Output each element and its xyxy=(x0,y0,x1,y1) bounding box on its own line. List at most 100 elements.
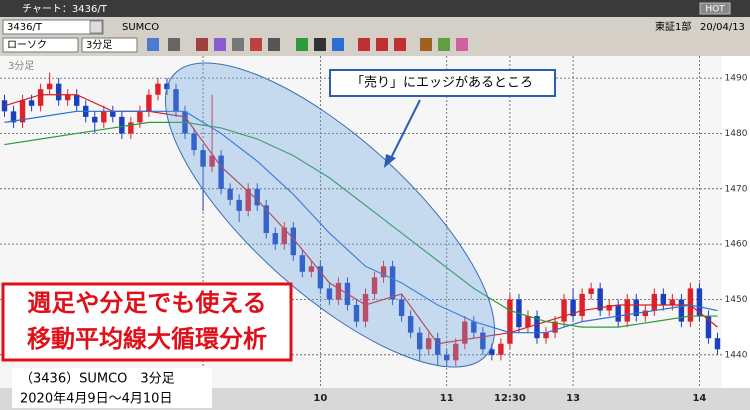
candle-body xyxy=(425,338,432,350)
candle-body xyxy=(570,299,576,317)
icon[interactable] xyxy=(168,38,180,51)
y-tick-label: 1440 xyxy=(725,350,748,360)
candle-body xyxy=(489,349,495,355)
icon[interactable] xyxy=(376,38,388,51)
candle-body xyxy=(705,316,712,339)
candle-body xyxy=(498,343,504,355)
candle-body xyxy=(236,199,242,211)
date: 20/04/13 xyxy=(700,22,745,33)
toolbar-icons xyxy=(147,38,468,51)
y-tick-label: 1490 xyxy=(725,74,748,84)
chart-label: 3分足 xyxy=(8,60,34,72)
headline-box xyxy=(1,282,293,362)
candle-body xyxy=(453,343,459,361)
stock-name: SUMCO xyxy=(122,22,159,33)
candle-body xyxy=(299,255,306,272)
candle-body xyxy=(317,266,324,289)
x-tick-label: 12:30 xyxy=(494,393,526,404)
hot-button[interactable] xyxy=(699,2,731,15)
candle-body xyxy=(678,299,685,322)
candle-body xyxy=(543,332,549,339)
candle-body xyxy=(597,288,603,311)
candle-body xyxy=(552,321,558,333)
icon[interactable] xyxy=(196,38,208,51)
headline-line: 移動平均線大循環分析 xyxy=(27,325,267,353)
caption-box xyxy=(12,368,212,408)
headline-line: 週足や分足でも使える xyxy=(27,289,266,317)
hot-label: HOT xyxy=(705,5,725,15)
icon[interactable] xyxy=(332,38,344,51)
candle-body xyxy=(471,321,477,333)
chart-kind-select[interactable] xyxy=(2,37,79,53)
candle-body xyxy=(74,94,80,106)
interval: 3分足 xyxy=(86,39,112,51)
candle-body xyxy=(55,83,62,101)
icon[interactable] xyxy=(456,38,468,51)
icon[interactable] xyxy=(268,38,280,51)
icon[interactable] xyxy=(394,38,406,51)
x-tick-label: 14 xyxy=(692,393,706,404)
icon[interactable] xyxy=(358,38,370,51)
icon[interactable] xyxy=(250,38,262,51)
candle-body xyxy=(272,233,278,245)
candle-body xyxy=(218,155,224,189)
moving-average xyxy=(4,121,718,328)
callout-box xyxy=(329,69,556,97)
y-tick-label: 1450 xyxy=(725,295,748,305)
candle-body xyxy=(173,89,179,112)
candle-body xyxy=(435,338,441,355)
candle-body xyxy=(191,133,197,151)
icon[interactable] xyxy=(147,38,159,51)
candle-body xyxy=(263,205,269,234)
candle-body xyxy=(606,305,612,311)
candle-body xyxy=(407,316,414,333)
dropdown[interactable] xyxy=(89,20,103,34)
candle-body xyxy=(462,321,468,344)
candle-body xyxy=(380,266,387,278)
candle-body xyxy=(281,227,287,245)
x-tick-label: 10 xyxy=(313,393,327,404)
candle-body xyxy=(326,288,333,300)
candle-body xyxy=(290,227,297,256)
candle-body xyxy=(588,288,594,294)
interval-select[interactable] xyxy=(81,37,138,53)
candle-body xyxy=(19,100,26,123)
candle-body xyxy=(110,111,116,117)
candle-body xyxy=(353,305,360,322)
candle-body xyxy=(128,122,134,134)
candle-body xyxy=(155,83,161,95)
candle-body xyxy=(101,111,107,123)
x-tick-label: 13 xyxy=(566,393,580,404)
candle-body xyxy=(507,299,513,344)
icon[interactable] xyxy=(296,38,308,51)
y-tick-label: 1460 xyxy=(725,240,748,250)
highlight-ellipse xyxy=(164,62,496,368)
candle-body xyxy=(416,332,423,350)
symbol: 3436/T xyxy=(7,22,43,33)
candle-body xyxy=(660,293,667,305)
candle-body xyxy=(308,266,315,272)
candle-body xyxy=(227,188,233,200)
icon[interactable] xyxy=(438,38,450,51)
candle-body xyxy=(398,299,405,317)
icon[interactable] xyxy=(214,38,226,51)
candle-body xyxy=(371,277,378,294)
candle-body xyxy=(146,94,152,112)
candle-body xyxy=(335,282,342,300)
icon[interactable] xyxy=(232,38,244,51)
icon[interactable] xyxy=(314,38,326,51)
title-bar xyxy=(0,0,750,17)
candle-body xyxy=(10,111,17,123)
symbol-input[interactable] xyxy=(2,19,104,35)
candle-body xyxy=(525,316,531,328)
callout-text: 「売り」にエッジがあるところ xyxy=(351,75,533,91)
candle-body xyxy=(714,338,721,350)
window-title: チャート：3436/T xyxy=(22,3,108,15)
candle-body xyxy=(28,100,35,106)
candle-body xyxy=(254,188,260,206)
candle-body xyxy=(389,266,396,300)
icon[interactable] xyxy=(420,38,432,51)
candle-body xyxy=(579,293,585,317)
